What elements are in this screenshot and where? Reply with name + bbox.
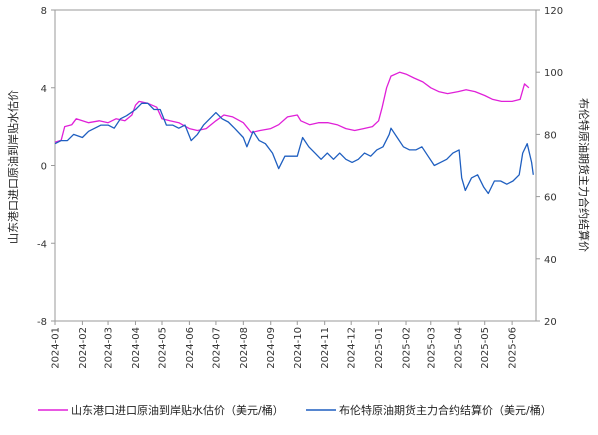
left-tick-label: -8 [37,317,47,328]
x-tick-label: 2024-06 [185,327,196,369]
right-tick-label: 120 [544,6,563,17]
right-tick-label: 20 [544,317,557,328]
right-tick-label: 80 [544,130,557,141]
right-tick-label: 40 [544,255,557,266]
left-axis-ticks: 8 4 0 -4 -8 [37,6,55,328]
left-tick-label: 4 [41,84,47,95]
plot-frame [54,9,537,322]
x-tick-label: 2024-11 [320,327,331,369]
series-line-shandong [54,71,530,143]
legend-label-brent: 布伦特原油期货主力合约结算价（美元/桶） [339,403,552,417]
left-tick-label: 0 [41,162,47,173]
x-tick-label: 2025-01 [374,327,385,369]
x-tick-label: 2024-05 [157,327,168,369]
x-axis-ticks: 2024-01 2024-02 2024-03 2024-04 2024-05 2024-… [51,321,519,369]
x-tick-label: 2024-09 [266,327,277,369]
x-tick-label: 2025-04 [454,327,465,369]
x-tick-label: 2025-02 [402,327,413,369]
series-layer [54,71,534,195]
right-axis-title: 布伦特原油期货主力合约结算价 [577,98,591,252]
series-line-brent [54,102,534,195]
x-tick-label: 2024-03 [104,327,115,369]
x-tick-label: 2025-05 [480,327,491,369]
left-tick-label: -4 [37,239,47,250]
x-tick-label: 2025-06 [508,327,519,369]
left-tick-label: 8 [41,6,47,17]
x-tick-label: 2024-12 [347,327,358,369]
x-tick-label: 2024-04 [131,327,142,369]
x-tick-label: 2024-10 [293,327,304,369]
right-axis-ticks: 120 100 80 60 40 20 [536,6,563,328]
x-tick-label: 2024-08 [239,327,250,369]
x-tick-label: 2024-01 [51,327,62,369]
right-tick-label: 60 [544,193,557,204]
x-tick-label: 2024-07 [211,327,222,369]
right-tick-label: 100 [544,68,563,79]
left-axis-title: 山东港口进口原油到岸贴水估价 [6,90,20,244]
plot-border [54,9,537,322]
x-tick-label: 2025-03 [426,327,437,369]
legend-label-shandong: 山东港口进口原油到岸贴水估价（美元/桶） [71,403,284,417]
x-tick-label: 2024-02 [78,327,89,369]
legend: 山东港口进口原油到岸贴水估价（美元/桶） 布伦特原油期货主力合约结算价（美元/桶… [38,403,552,417]
